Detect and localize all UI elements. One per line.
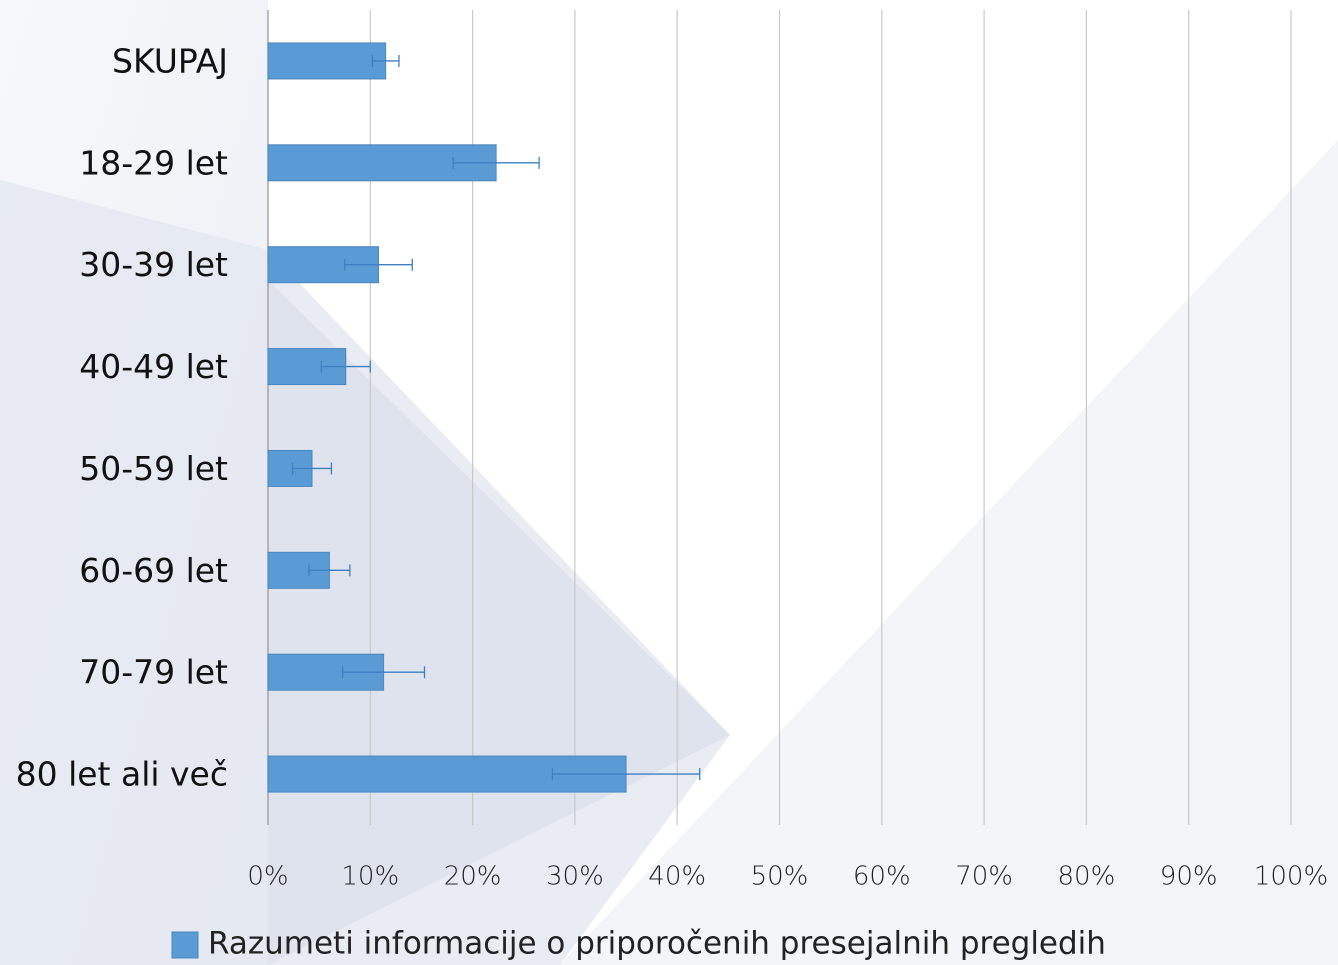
x-tick-label: 70% bbox=[955, 862, 1013, 892]
x-tick-label: 30% bbox=[546, 862, 604, 892]
x-tick-label: 60% bbox=[853, 862, 911, 892]
error-bar bbox=[344, 258, 413, 271]
error-bar bbox=[452, 156, 540, 169]
x-tick-label: 50% bbox=[751, 862, 809, 892]
error-bar bbox=[320, 360, 371, 373]
error-bar bbox=[291, 462, 333, 475]
legend-swatch bbox=[171, 931, 199, 959]
x-tick-label: 20% bbox=[444, 862, 502, 892]
x-tick-label: 0% bbox=[247, 862, 288, 892]
y-tick-label: SKUPAJ bbox=[112, 41, 228, 80]
x-tick-label: 100% bbox=[1254, 862, 1328, 892]
background bbox=[268, 280, 730, 965]
legend-label: Razumeti informacije o priporočenih pres… bbox=[208, 926, 1106, 962]
y-tick-label: 30-39 let bbox=[79, 245, 228, 284]
plot: 0% 10% 20% 30% 40% 50% 60% 70% 80% 90% 100% SKUPAJ 1… bbox=[16, 10, 1328, 962]
x-tick-label: 10% bbox=[341, 862, 399, 892]
bar bbox=[267, 653, 385, 691]
bar bbox=[267, 42, 387, 80]
y-tick-label: 40-49 let bbox=[79, 347, 228, 386]
error-bar bbox=[371, 54, 400, 67]
error-bar bbox=[308, 564, 351, 577]
error-bar bbox=[551, 768, 701, 781]
y-tick-label: 50-59 let bbox=[79, 449, 228, 488]
x-tick-label: 80% bbox=[1058, 862, 1116, 892]
background bbox=[560, 140, 1338, 965]
y-tick-label: 18-29 let bbox=[79, 143, 228, 182]
error-bar bbox=[342, 666, 426, 679]
x-tick-label: 40% bbox=[648, 862, 706, 892]
y-tick-label: 80 let ali več bbox=[16, 755, 228, 794]
y-tick-label: 70-79 let bbox=[79, 653, 228, 692]
y-tick-label: 60-69 let bbox=[79, 551, 228, 590]
x-tick-label: 90% bbox=[1160, 862, 1218, 892]
